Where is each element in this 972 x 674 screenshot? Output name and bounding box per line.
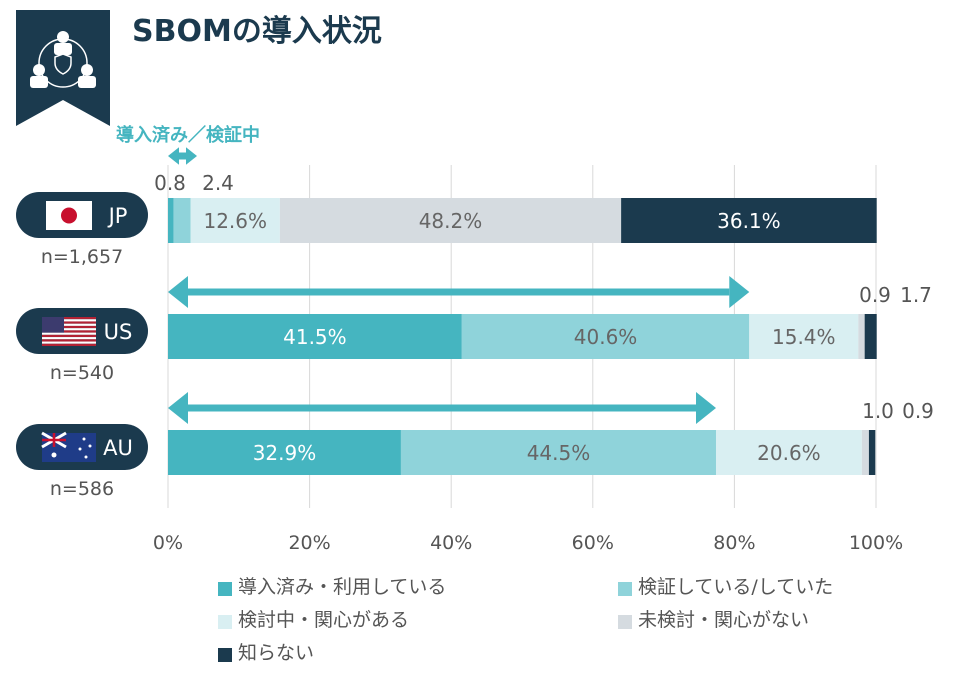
bar-segment bbox=[864, 314, 877, 359]
data-label: 40.6% bbox=[574, 325, 638, 349]
flag-cross bbox=[42, 433, 66, 447]
data-label: 2.4 bbox=[202, 171, 234, 195]
data-label: 36.1% bbox=[717, 209, 781, 233]
arrow-head-left bbox=[168, 392, 188, 424]
flag-stripe bbox=[42, 339, 96, 342]
flag-stripe bbox=[42, 341, 96, 344]
bar-segment bbox=[868, 430, 876, 475]
arrow-head-left bbox=[168, 147, 179, 165]
legend-label: 未検討・関心がない bbox=[638, 609, 810, 631]
flag-stripe bbox=[42, 321, 96, 324]
data-label: 0.9 bbox=[859, 283, 891, 307]
legend-item: 未検討・関心がない bbox=[618, 605, 809, 632]
bar-segment bbox=[861, 430, 869, 475]
flag-star bbox=[82, 437, 86, 441]
data-label: 41.5% bbox=[283, 325, 347, 349]
bar-segment bbox=[715, 430, 862, 475]
double-arrow-icon bbox=[168, 392, 716, 424]
arrow-head-right bbox=[186, 147, 197, 165]
country-label: US bbox=[104, 320, 133, 344]
arrow-shaft bbox=[188, 404, 696, 412]
x-tick-label: 60% bbox=[572, 532, 614, 554]
bar-segment bbox=[400, 430, 716, 475]
flag-star bbox=[88, 444, 92, 448]
flag-stripe bbox=[42, 330, 96, 333]
legend-label: 検証している/していた bbox=[638, 576, 834, 598]
bar-segment bbox=[749, 314, 859, 359]
sbom-badge-icon bbox=[16, 10, 110, 126]
flag-stripe bbox=[42, 343, 96, 346]
flag-stripe bbox=[42, 334, 96, 338]
bar-segment bbox=[190, 198, 280, 243]
legend-item: 知らない bbox=[218, 638, 314, 665]
arrow-head-left bbox=[168, 276, 188, 308]
data-label: 1.0 bbox=[862, 399, 894, 423]
flag-stripe bbox=[42, 319, 96, 322]
country-label: AU bbox=[103, 436, 133, 460]
legend-swatch bbox=[618, 581, 632, 596]
data-label: 15.4% bbox=[772, 325, 836, 349]
flag-star bbox=[78, 447, 82, 451]
x-tick-label: 20% bbox=[288, 532, 330, 554]
legend-item: 導入済み・利用している bbox=[218, 572, 446, 599]
legend-swatch bbox=[618, 614, 632, 629]
x-tick-label: 0% bbox=[153, 532, 183, 554]
arrow-head-right bbox=[695, 392, 716, 424]
legend-item: 検討中・関心がある bbox=[218, 605, 409, 632]
data-label: 20.6% bbox=[757, 441, 821, 465]
x-tick-label: 80% bbox=[713, 532, 755, 554]
legend-swatch bbox=[218, 614, 232, 629]
sample-size-label: n=1,657 bbox=[41, 246, 123, 268]
flag-star bbox=[51, 452, 57, 458]
legend-swatch bbox=[218, 581, 232, 596]
sample-size-label: n=540 bbox=[50, 362, 114, 384]
chart-title: SBOMの導入状況 bbox=[132, 14, 382, 49]
x-tick-label: 40% bbox=[430, 532, 472, 554]
data-label: 12.6% bbox=[203, 209, 267, 233]
flag-stripe bbox=[42, 337, 96, 340]
au-flag-icon bbox=[41, 431, 96, 462]
sample-size-label: n=586 bbox=[50, 478, 114, 500]
data-label: 1.7 bbox=[900, 283, 932, 307]
double-arrow-icon bbox=[168, 147, 197, 165]
bar-segment bbox=[168, 198, 174, 243]
legend-item: 検証している/していた bbox=[618, 572, 833, 599]
data-label: 0.8 bbox=[154, 171, 186, 195]
legend-swatch bbox=[218, 647, 232, 662]
bar-segment bbox=[168, 314, 462, 359]
data-label: 48.2% bbox=[419, 209, 483, 233]
flag-stripe bbox=[42, 325, 96, 329]
bar-segment bbox=[858, 314, 865, 359]
bar-segment bbox=[279, 198, 622, 243]
annotation-label: 導入済み／検証中 bbox=[116, 125, 260, 146]
bar-segment bbox=[621, 198, 877, 243]
legend-label: 検討中・関心がある bbox=[238, 609, 410, 631]
flag-stripe bbox=[42, 328, 96, 331]
double-arrow-icon bbox=[168, 276, 750, 308]
japan-flag-disc bbox=[61, 207, 77, 224]
flag-star bbox=[84, 455, 88, 459]
arrow-shaft bbox=[188, 288, 730, 296]
us-flag-icon bbox=[42, 317, 96, 346]
arrow-head-right bbox=[729, 276, 750, 308]
bar-segment bbox=[173, 198, 191, 243]
legend-label: 導入済み・利用している bbox=[238, 576, 447, 598]
bar-segment bbox=[168, 430, 401, 475]
flag-canton bbox=[42, 317, 64, 333]
flag-stripe bbox=[42, 332, 96, 335]
country-label: JP bbox=[107, 204, 128, 228]
flag-stripe bbox=[42, 317, 96, 320]
flag-stripe bbox=[42, 323, 96, 326]
data-label: 44.5% bbox=[527, 441, 591, 465]
data-label: 32.9% bbox=[253, 441, 317, 465]
data-label: 0.9 bbox=[902, 399, 934, 423]
x-tick-label: 100% bbox=[849, 532, 903, 554]
legend-label: 知らない bbox=[238, 642, 315, 664]
bar-segment bbox=[461, 314, 750, 359]
arrow-shaft bbox=[179, 152, 186, 160]
